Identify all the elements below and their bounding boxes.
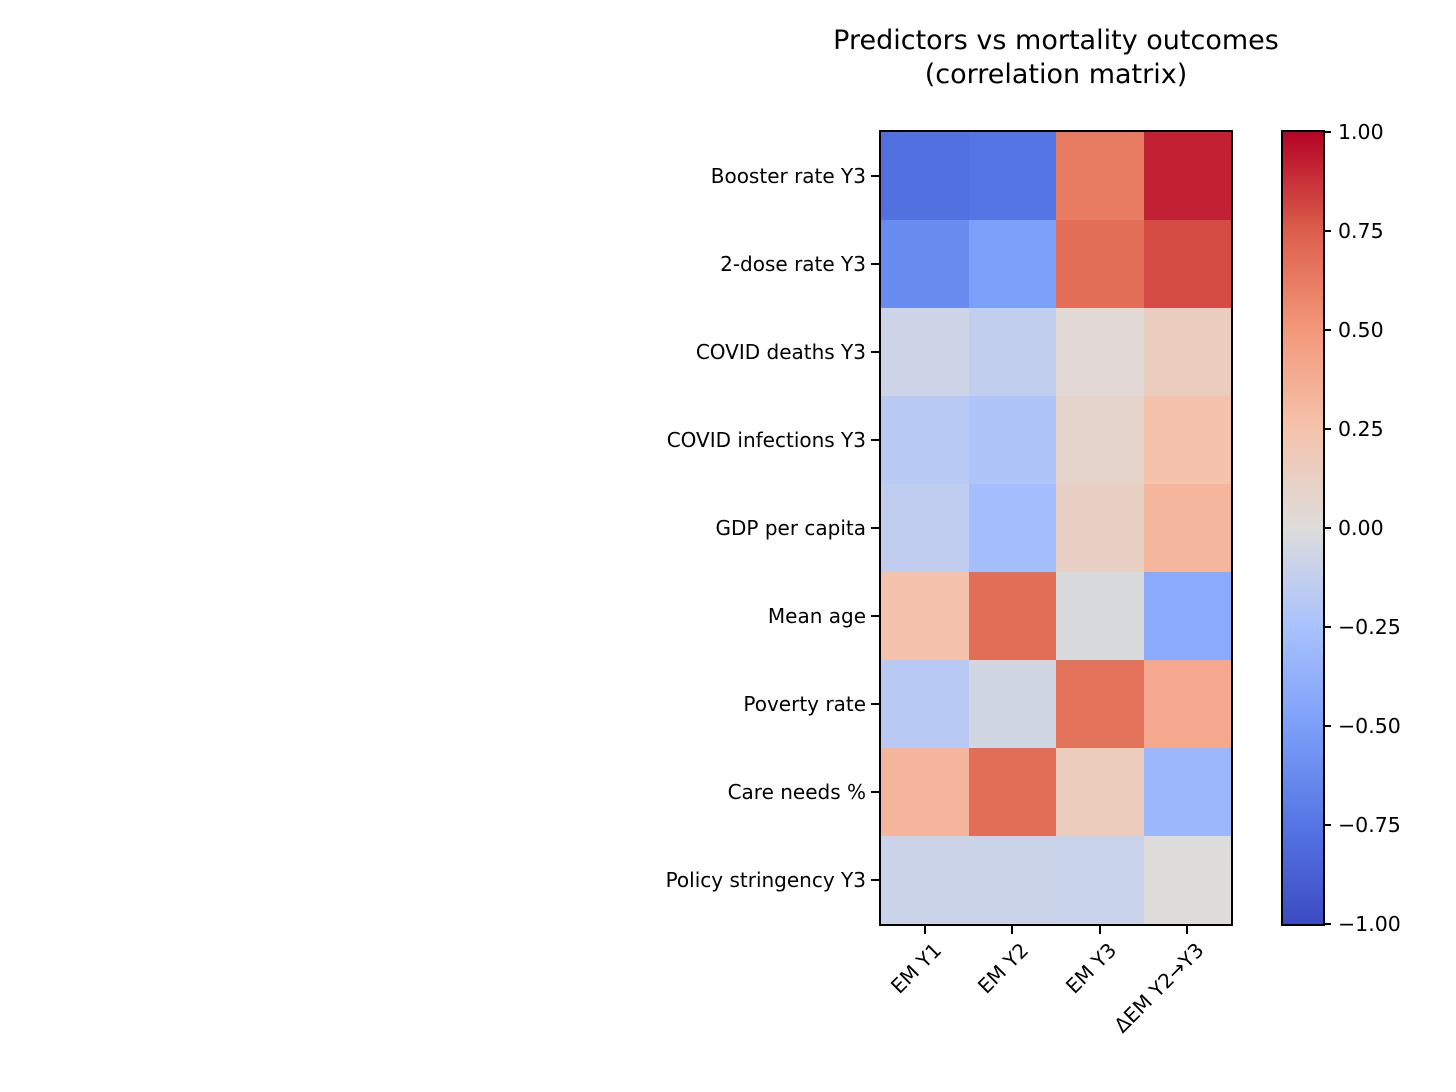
heatmap-cell — [1143, 836, 1231, 924]
heatmap-cell — [881, 748, 969, 836]
colorbar-tick-label: −0.25 — [1338, 615, 1401, 639]
heatmap-cell — [881, 308, 969, 396]
tick-mark — [871, 263, 879, 265]
colorbar-tick-label: 1.00 — [1338, 120, 1384, 144]
tick-mark — [1323, 428, 1331, 430]
heatmap-cell — [1056, 836, 1144, 924]
tick-mark — [871, 703, 879, 705]
x-tick-label: EM Y1 — [885, 938, 946, 999]
heatmap-cell — [881, 572, 969, 660]
heatmap-cell — [968, 660, 1056, 748]
tick-mark — [871, 175, 879, 177]
heatmap-cell — [1143, 484, 1231, 572]
heatmap-cell — [881, 220, 969, 308]
heatmap-cell — [968, 220, 1056, 308]
heatmap-cell — [881, 396, 969, 484]
heatmap-cell — [968, 748, 1056, 836]
heatmap — [879, 130, 1233, 926]
tick-mark — [1323, 230, 1331, 232]
heatmap-cell — [1056, 748, 1144, 836]
chart-title-line2: (correlation matrix) — [924, 59, 1188, 90]
tick-mark — [1323, 725, 1331, 727]
heatmap-cell — [968, 572, 1056, 660]
heatmap-cell — [968, 836, 1056, 924]
y-tick-label: Booster rate Y3 — [710, 164, 866, 188]
y-tick-label: COVID deaths Y3 — [695, 340, 866, 364]
colorbar-tick-label: −0.50 — [1338, 714, 1401, 738]
heatmap-cell — [968, 132, 1056, 220]
tick-mark — [1323, 527, 1331, 529]
heatmap-cell — [1056, 660, 1144, 748]
tick-mark — [871, 527, 879, 529]
heatmap-cell — [881, 484, 969, 572]
chart-title-line1: Predictors vs mortality outcomes — [833, 25, 1279, 56]
heatmap-cell — [1143, 572, 1231, 660]
heatmap-cell — [1056, 572, 1144, 660]
heatmap-cell — [1143, 220, 1231, 308]
heatmap-cell — [881, 660, 969, 748]
y-tick-label: GDP per capita — [715, 516, 867, 540]
tick-mark — [1186, 926, 1189, 934]
tick-mark — [871, 615, 879, 617]
heatmap-cell — [1056, 396, 1144, 484]
y-tick-label: Mean age — [767, 604, 866, 628]
y-tick-label: Care needs % — [727, 780, 866, 804]
colorbar-tick-label: 0.50 — [1338, 318, 1384, 342]
y-tick-label: COVID infections Y3 — [666, 428, 866, 452]
heatmap-cell — [1056, 484, 1144, 572]
x-tick-label: EM Y3 — [1060, 938, 1121, 999]
heatmap-cell — [1143, 748, 1231, 836]
tick-mark — [1098, 926, 1101, 934]
heatmap-cell — [1056, 132, 1144, 220]
heatmap-cell — [881, 836, 969, 924]
y-tick-label: Policy stringency Y3 — [665, 868, 866, 892]
colorbar-tick-label: 0.25 — [1338, 417, 1384, 441]
colorbar-tick-label: 0.75 — [1338, 219, 1384, 243]
heatmap-cell — [1143, 396, 1231, 484]
heatmap-cell — [1143, 132, 1231, 220]
heatmap-cell — [881, 132, 969, 220]
heatmap-cell — [968, 396, 1056, 484]
heatmap-cell — [1056, 308, 1144, 396]
y-tick-label: Poverty rate — [743, 692, 866, 716]
tick-mark — [871, 879, 879, 881]
tick-mark — [1323, 824, 1331, 826]
colorbar-tick-label: 0.00 — [1338, 516, 1384, 540]
tick-mark — [1323, 626, 1331, 628]
tick-mark — [1011, 926, 1014, 934]
tick-mark — [1323, 131, 1331, 133]
tick-mark — [1323, 923, 1331, 925]
tick-mark — [871, 791, 879, 793]
heatmap-cell — [1143, 660, 1231, 748]
chart-title: Predictors vs mortality outcomes (correl… — [656, 24, 1456, 92]
y-axis-labels: Booster rate Y3 2-dose rate Y3 COVID death… — [0, 132, 866, 924]
tick-mark — [871, 351, 879, 353]
x-tick-label: EM Y2 — [972, 938, 1034, 999]
colorbar-tick-label: −0.75 — [1338, 813, 1401, 837]
tick-mark — [871, 439, 879, 441]
x-tick-label: ΔEM Y2→Y3 — [1108, 938, 1209, 1038]
colorbar-tick-label: −1.00 — [1338, 912, 1401, 936]
heatmap-cell — [1143, 308, 1231, 396]
tick-mark — [923, 926, 926, 934]
heatmap-cell — [968, 308, 1056, 396]
tick-mark — [1323, 329, 1331, 331]
heatmap-cell — [968, 484, 1056, 572]
y-tick-label: 2-dose rate Y3 — [720, 252, 866, 276]
heatmap-cell — [1056, 220, 1144, 308]
colorbar — [1281, 130, 1325, 926]
